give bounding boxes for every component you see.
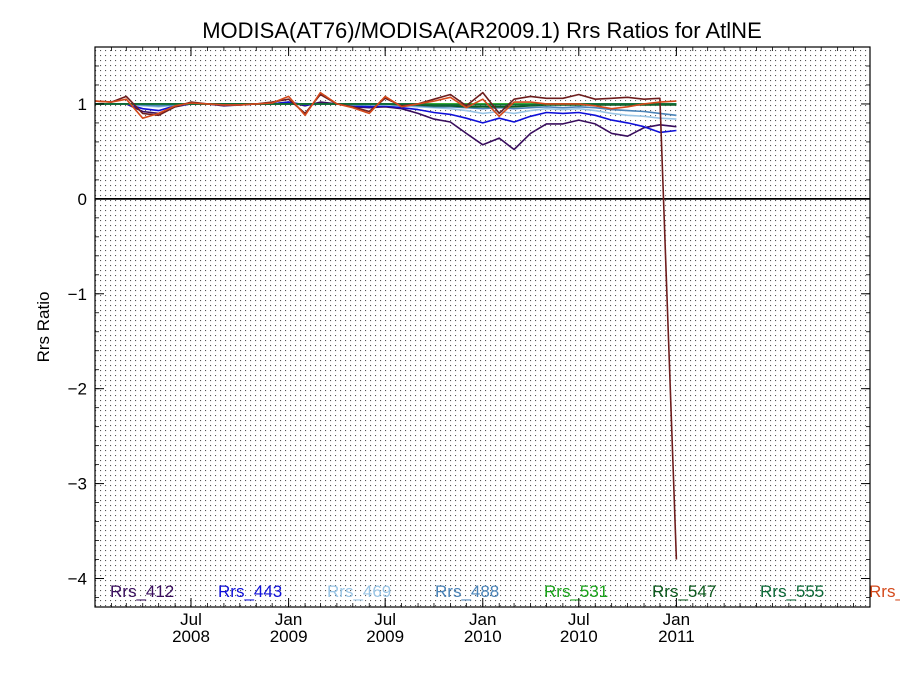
x-tick-label-month: Jan bbox=[663, 610, 690, 629]
x-tick-label-year: 2009 bbox=[366, 627, 404, 646]
legend-item: Rrs_443 bbox=[218, 582, 282, 601]
series-group bbox=[95, 91, 678, 560]
x-tick-label-year: 2010 bbox=[560, 627, 598, 646]
y-tick-label: 0 bbox=[78, 190, 87, 209]
y-axis-label: Rrs Ratio bbox=[34, 292, 53, 363]
legend-item: Rrs_469 bbox=[327, 582, 391, 601]
series-line-rrs-667 bbox=[95, 91, 678, 560]
legend-item: Rrs_555 bbox=[760, 582, 824, 601]
x-tick-label-month: Jul bbox=[180, 610, 202, 629]
legend-item: Rrs_488 bbox=[435, 582, 499, 601]
legend-item: Rrs_412 bbox=[110, 582, 174, 601]
legend-item: Rrs_531 bbox=[544, 582, 608, 601]
chart-title: MODISA(AT76)/MODISA(AR2009.1) Rrs Ratios… bbox=[202, 18, 762, 43]
x-tick-label-year: 2010 bbox=[464, 627, 502, 646]
legend-item: Rrs_ bbox=[869, 582, 900, 601]
y-tick-label: −3 bbox=[68, 475, 87, 494]
x-tick-label-month: Jul bbox=[374, 610, 396, 629]
x-tick-label-year: 2009 bbox=[270, 627, 308, 646]
y-tick-label: −2 bbox=[68, 380, 87, 399]
x-tick-label-month: Jul bbox=[568, 610, 590, 629]
x-tick-label-year: 2011 bbox=[658, 627, 695, 646]
y-tick-label: −1 bbox=[68, 285, 87, 304]
x-tick-label-year: 2008 bbox=[172, 627, 210, 646]
x-axis: Jul2008Jan2009Jul2009Jan2010Jul2010Jan20… bbox=[94, 47, 854, 646]
y-axis: 1 0 −1 −2 −3 −4 bbox=[68, 65, 870, 598]
plot-area bbox=[95, 47, 870, 607]
y-tick-label: 1 bbox=[78, 95, 87, 114]
legend: Rrs_412 Rrs_443 Rrs_469 Rrs_488 Rrs_531 Rrs_5… bbox=[110, 582, 900, 601]
legend-item: Rrs_547 bbox=[652, 582, 716, 601]
series-line-rrs-678 bbox=[95, 91, 677, 119]
y-tick-label: −4 bbox=[68, 570, 87, 589]
x-tick-label-month: Jan bbox=[469, 610, 496, 629]
x-tick-label-month: Jan bbox=[275, 610, 302, 629]
